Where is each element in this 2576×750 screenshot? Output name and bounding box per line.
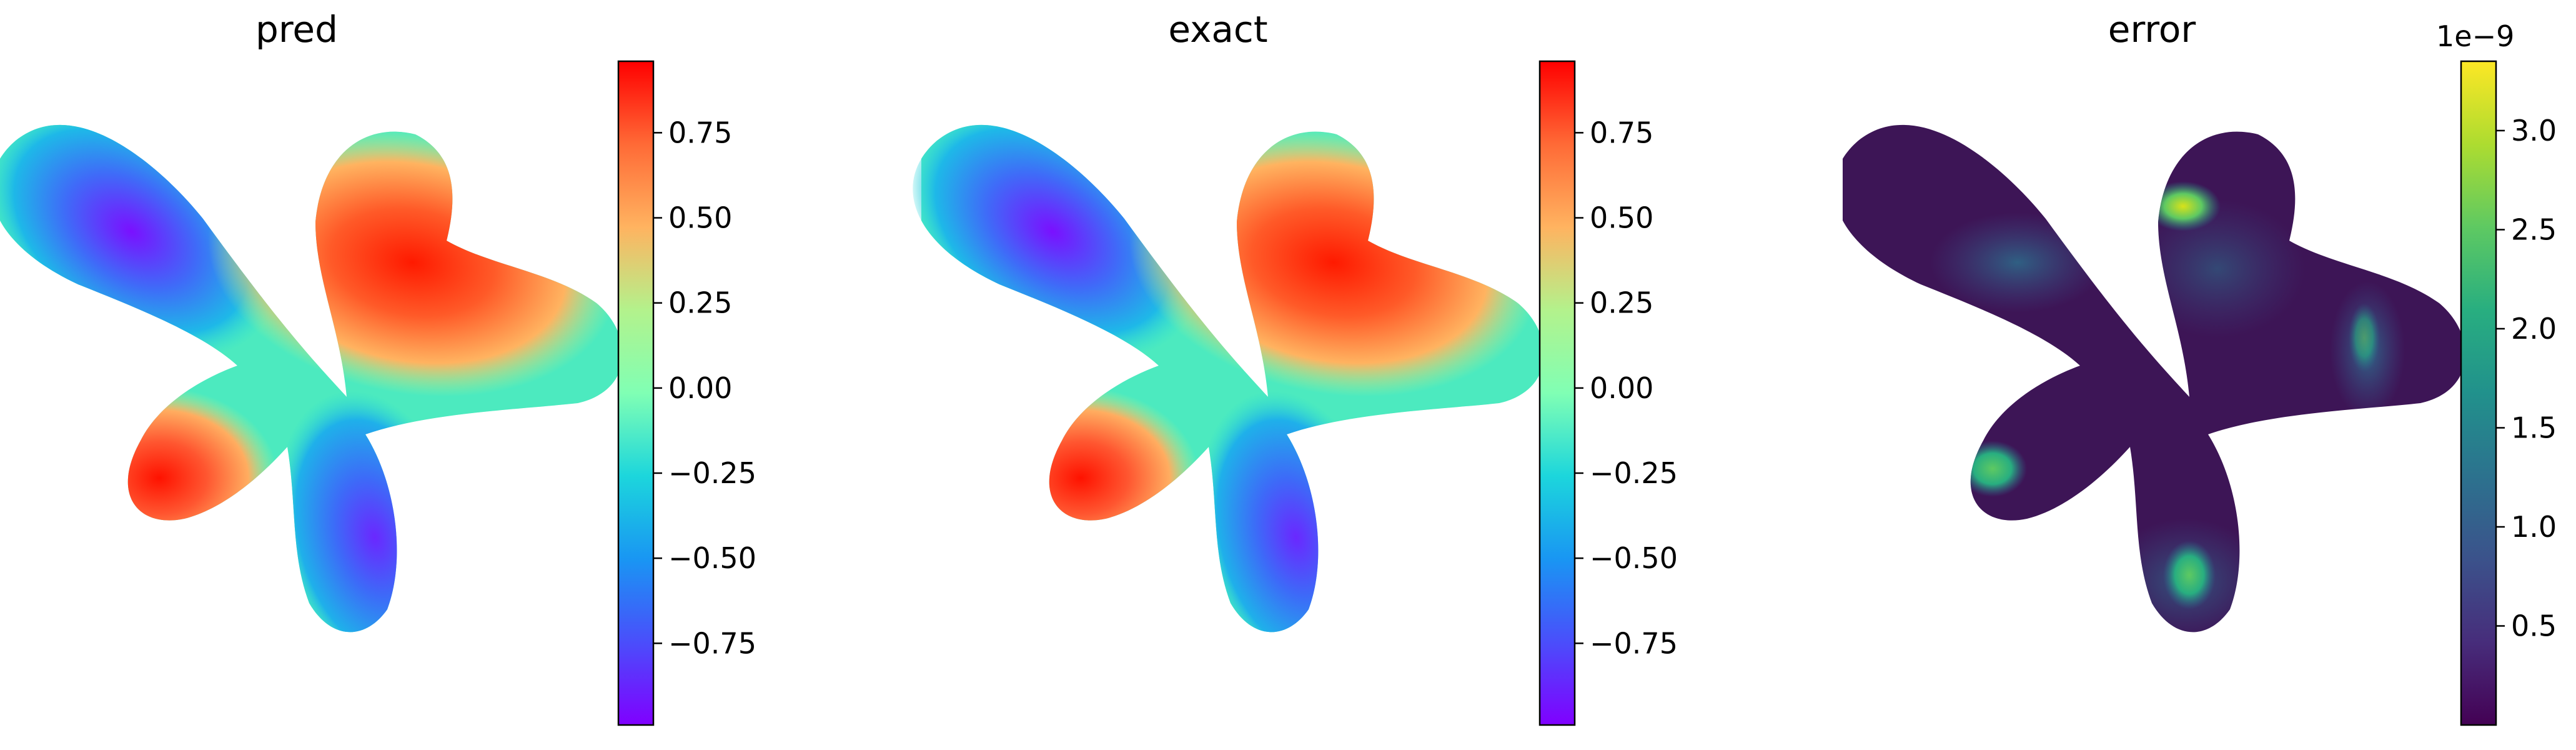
panel-title: exact — [1168, 8, 1267, 51]
panel-pred: pred 0.75 0.50 0.25 0.00 −0.25 −0.50 −0.75 — [0, 8, 756, 726]
colorbar-tick-label: 0.00 — [1590, 371, 1653, 405]
colorbar-tick-label: −0.50 — [668, 541, 756, 575]
colorbar-tick-label: 1.0 — [2511, 510, 2557, 544]
colorbar-ticks: 3.0 2.5 2.0 1.5 1.0 0.5 — [2496, 114, 2557, 642]
colorbar-tick-label: 0.25 — [668, 286, 732, 320]
colorbar-tick-label: 0.50 — [668, 201, 732, 235]
panel-title: pred — [255, 8, 338, 51]
colorbar-tick-label: 0.25 — [1590, 286, 1653, 320]
colorbar-tick-label: −0.50 — [1590, 541, 1678, 575]
colorbar-offset-label: 1e−9 — [2436, 19, 2514, 53]
colorbar-tick-label: 0.50 — [1590, 201, 1653, 235]
colorbar-tick-label: 3.0 — [2511, 114, 2557, 148]
colorbar-gradient — [2460, 60, 2497, 726]
colorbar-tick-label: 1.5 — [2511, 411, 2557, 444]
colorbar-tick-label: −0.75 — [1590, 626, 1678, 660]
colorbar: 1e−9 3.0 2.5 2.0 1.5 1.0 0.5 — [2436, 19, 2557, 726]
colorbar: 0.75 0.50 0.25 0.00 −0.25 −0.50 −0.75 — [1538, 60, 1678, 726]
colorbar-tick-label: 0.75 — [1590, 116, 1653, 149]
colorbar-tick-label: 0.75 — [668, 116, 732, 149]
colorbar-gradient — [617, 60, 655, 726]
colorbar-ticks: 0.75 0.50 0.25 0.00 −0.25 −0.50 −0.75 — [1575, 116, 1678, 660]
colorbar-tick-label: 0.5 — [2511, 609, 2557, 642]
colorbar-tick-label: 2.5 — [2511, 212, 2557, 246]
heatmap-field — [1843, 124, 2465, 632]
panel-error: error 1e−9 3.0 2.5 2.0 1.5 1.0 0.5 — [1843, 8, 2557, 726]
colorbar-tick-label: −0.25 — [1590, 456, 1678, 490]
colorbar-tick-label: −0.75 — [668, 626, 756, 660]
heatmap-field — [0, 124, 623, 632]
colorbar-gradient — [1538, 60, 1576, 726]
panel-title: error — [2108, 8, 2196, 51]
heatmap-field — [913, 124, 1544, 632]
colorbar-tick-label: 2.0 — [2511, 312, 2557, 346]
panel-exact: exact 0.75 0.50 0.25 0.00 −0.25 −0.50 −0.75 — [913, 8, 1678, 726]
colorbar: 0.75 0.50 0.25 0.00 −0.25 −0.50 −0.75 — [617, 60, 756, 726]
colorbar-ticks: 0.75 0.50 0.25 0.00 −0.25 −0.50 −0.75 — [653, 116, 756, 660]
colorbar-tick-label: −0.25 — [668, 456, 756, 490]
colorbar-tick-label: 0.00 — [668, 371, 732, 405]
